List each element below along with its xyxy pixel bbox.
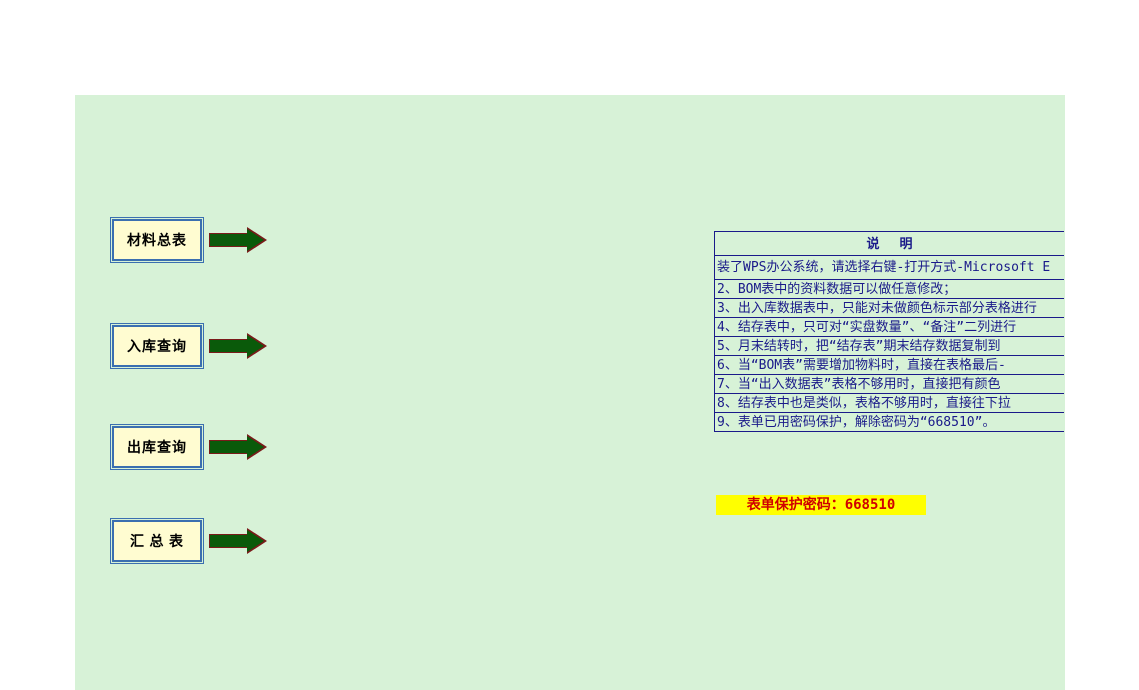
- info-row: 2、BOM表中的资料数据可以做任意修改；: [715, 280, 1064, 299]
- materials-button-label: 材料总表: [127, 230, 187, 250]
- inbound-button-label: 入库查询: [127, 336, 187, 356]
- info-row: 9、表单已用密码保护，解除密码为“668510”。: [715, 413, 1064, 432]
- password-strip: 表单保护密码：668510: [716, 495, 926, 515]
- outbound-button-label: 出库查询: [127, 437, 187, 457]
- arrow-icon: [209, 436, 267, 458]
- summary-button-label: 汇 总 表: [130, 531, 184, 551]
- inbound-button[interactable]: 入库查询: [113, 326, 201, 366]
- nav-item-inbound: 入库查询: [113, 326, 267, 366]
- info-box: 说明 装了WPS办公系统，请选择右键-打开方式-Microsoft E 2、BO…: [714, 231, 1064, 432]
- info-row: 4、结存表中，只可对“实盘数量”、“备注”二列进行: [715, 318, 1064, 337]
- info-row: 8、结存表中也是类似，表格不够用时，直接往下拉: [715, 394, 1064, 413]
- nav-item-summary: 汇 总 表: [113, 521, 267, 561]
- info-title: 说明: [715, 232, 1064, 256]
- nav-item-materials: 材料总表: [113, 220, 267, 260]
- nav-item-outbound: 出库查询: [113, 427, 267, 467]
- arrow-icon: [209, 530, 267, 552]
- outbound-button[interactable]: 出库查询: [113, 427, 201, 467]
- info-row: 7、当“出入数据表”表格不够用时，直接把有颜色: [715, 375, 1064, 394]
- summary-button[interactable]: 汇 总 表: [113, 521, 201, 561]
- materials-button[interactable]: 材料总表: [113, 220, 201, 260]
- arrow-icon: [209, 335, 267, 357]
- info-row: 3、出入库数据表中，只能对未做颜色标示部分表格进行: [715, 299, 1064, 318]
- info-row: 装了WPS办公系统，请选择右键-打开方式-Microsoft E: [715, 256, 1064, 280]
- arrow-icon: [209, 229, 267, 251]
- info-row: 5、月末结转时，把“结存表”期末结存数据复制到: [715, 337, 1064, 356]
- info-row: 6、当“BOM表”需要增加物料时，直接在表格最后-: [715, 356, 1064, 375]
- password-text: 表单保护密码：668510: [747, 497, 896, 513]
